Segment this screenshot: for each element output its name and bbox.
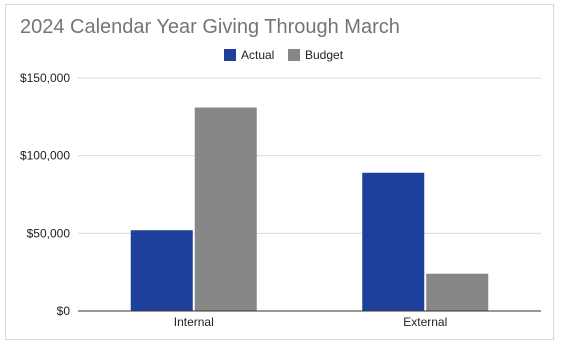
gridlines: [78, 77, 541, 234]
y-tick-label: $150,000: [20, 71, 70, 85]
chart-title: 2024 Calendar Year Giving Through March: [20, 16, 400, 38]
y-tick-label: $50,000: [27, 226, 71, 240]
y-tick-label: $0: [57, 304, 71, 318]
bar-actual-internal: [130, 230, 193, 311]
legend-swatch-budget: [288, 49, 300, 61]
x-tick-label: External: [403, 315, 447, 329]
bar-budget-internal: [194, 107, 257, 311]
x-tick-label: Internal: [174, 315, 214, 329]
bar-actual-external: [362, 172, 425, 311]
x-axis-ticks: Internal External: [174, 315, 448, 329]
y-tick-label: $100,000: [20, 149, 70, 163]
bars: [130, 107, 489, 311]
legend: Actual Budget: [224, 48, 344, 62]
bar-budget-external: [426, 273, 489, 311]
y-axis-ticks: $0 $50,000 $100,000 $150,000: [20, 71, 70, 318]
legend-label-budget: Budget: [305, 48, 344, 62]
legend-swatch-actual: [224, 49, 236, 61]
legend-label-actual: Actual: [241, 48, 274, 62]
